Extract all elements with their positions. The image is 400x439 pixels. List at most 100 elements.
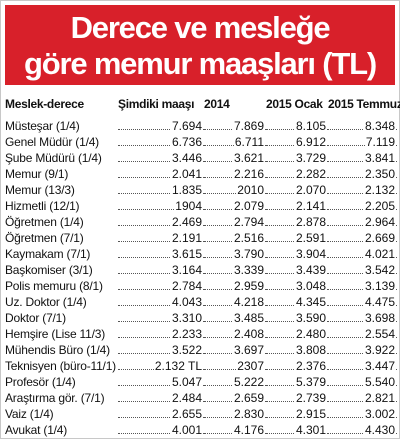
occupation-cell: Uz. Doktor (1/4) xyxy=(5,295,87,309)
table-row: Şube Müdürü (1/4) 3.446 3.621 3.729 3.841 xyxy=(5,150,397,166)
salary-value: 3.729 xyxy=(294,151,326,165)
current-salary-cell: 2.784 xyxy=(118,278,204,294)
salary-value: 4.301 xyxy=(294,423,326,437)
salary-2015-january-cell: 3.590 xyxy=(266,310,328,326)
header-2015-july: 2015 Temmuz xyxy=(328,97,400,111)
salary-value: 2.480 xyxy=(294,327,326,341)
salary-2014-cell: 5.222 xyxy=(204,374,266,390)
salary-value: 3.310 xyxy=(170,311,202,325)
table-row: Mühendis Büro (1/4) 3.522 3.697 3.808 3.922 xyxy=(5,342,397,358)
salary-2014-cell: 2.659 xyxy=(204,390,266,406)
salary-value: 4.345 xyxy=(294,295,326,309)
table-row: Hemşire (Lise 11/3) 2.233 2.408 2.480 2.554 xyxy=(5,326,397,342)
salary-value: 5.379 xyxy=(294,375,326,389)
salary-2014-cell: 2.216 xyxy=(204,166,266,182)
salary-2015-january-cell: 3.808 xyxy=(266,342,328,358)
salary-2015-january-cell: 3.904 xyxy=(266,246,328,262)
salary-value: 7.869 xyxy=(232,119,264,133)
current-salary-cell: 1.835 xyxy=(118,182,204,198)
current-salary-cell: 2.041 xyxy=(118,166,204,182)
salary-value: 2.132 TL xyxy=(153,359,202,373)
salary-2015-january-cell: 4.345 xyxy=(266,294,328,310)
salary-value: 2.376 xyxy=(294,359,326,373)
table-row: Doktor (7/1) 3.310 3.485 3.590 3.698 xyxy=(5,310,397,326)
salary-value: 3.697 xyxy=(232,343,264,357)
occupation-cell: Mühendis Büro (1/4) xyxy=(5,343,110,357)
salary-value: 8.348 xyxy=(363,119,395,133)
salary-value: 2.041 xyxy=(170,167,202,181)
salary-2015-january-cell: 2.739 xyxy=(266,390,328,406)
salary-value: 3.790 xyxy=(232,247,264,261)
salary-value: 3.139 xyxy=(363,279,395,293)
header-occupation: Meslek-derece xyxy=(5,97,84,111)
salary-value: 2.794 xyxy=(232,215,264,229)
current-salary-cell: 2.233 xyxy=(118,326,204,342)
table-row: Vaiz (1/4) 2.655 2.830 2.915 3.002 xyxy=(5,406,397,422)
salary-value: 4.475 xyxy=(363,295,395,309)
salary-2014-cell: 3.697 xyxy=(204,342,266,358)
salary-2014-cell: 4.176 xyxy=(204,422,266,438)
salary-value: 7.694 xyxy=(170,119,202,133)
header-2015-january: 2015 Ocak xyxy=(266,97,323,111)
salary-value: 2.350 xyxy=(363,167,395,181)
salary-value: 2.079 xyxy=(232,199,264,213)
salary-2015-january-cell: 3.729 xyxy=(266,150,328,166)
occupation-cell: Müsteşar (1/4) xyxy=(5,119,80,133)
current-salary-cell: 1904 xyxy=(118,198,204,214)
table-row: Uz. Doktor (1/4) 4.043 4.218 4.345 4.475 xyxy=(5,294,397,310)
salary-2015-january-cell: 2.480 xyxy=(266,326,328,342)
salary-value: 2.655 xyxy=(170,407,202,421)
salary-value: 2010 xyxy=(236,183,264,197)
current-salary-cell: 2.655 xyxy=(118,406,204,422)
current-salary-cell: 2.469 xyxy=(118,214,204,230)
table-row: Genel Müdür (1/4) 6.736 6.711 6.912 7.119 xyxy=(5,134,397,150)
title-line-2: göre memur maaşları (TL) xyxy=(24,46,377,81)
salary-value: 2.408 xyxy=(232,327,264,341)
salary-2015-july-cell: 3.922 xyxy=(328,342,397,358)
salary-value: 3.522 xyxy=(170,343,202,357)
occupation-cell: Avukat (1/4) xyxy=(5,423,68,437)
salary-2014-cell: 2010 xyxy=(204,182,266,198)
salary-value: 3.698 xyxy=(363,311,395,325)
salary-value: 3.164 xyxy=(170,263,202,277)
salary-2015-july-cell: 2.821 xyxy=(328,390,397,406)
occupation-cell: Kaymakam (7/1) xyxy=(5,247,91,261)
salary-2014-cell: 6.711 xyxy=(204,134,266,150)
occupation-cell: Öğretmen (1/4) xyxy=(5,215,84,229)
salary-value: 2.216 xyxy=(232,167,264,181)
salary-2015-july-cell: 8.348 xyxy=(328,118,397,134)
salary-value: 6.736 xyxy=(170,135,202,149)
salary-value: 2.282 xyxy=(294,167,326,181)
salary-value: 3.615 xyxy=(170,247,202,261)
salary-value: 2.516 xyxy=(232,231,264,245)
salary-2014-cell: 2307 xyxy=(204,358,266,374)
salary-value: 5.540 xyxy=(363,375,395,389)
salary-2015-january-cell: 2.915 xyxy=(266,406,328,422)
table-body: Müsteşar (1/4) 7.694 7.869 8.105 8.348 Genel … xyxy=(5,118,397,438)
salary-2015-january-cell: 3.048 xyxy=(266,278,328,294)
occupation-cell: Araştırma gör. (7/1) xyxy=(5,391,105,405)
salary-value: 2.784 xyxy=(170,279,202,293)
salary-value: 2.132 xyxy=(363,183,395,197)
table-row: Avukat (1/4) 4.001 4.176 4.301 4.430 xyxy=(5,422,397,438)
salary-2014-cell: 2.794 xyxy=(204,214,266,230)
header-current-salary: Şimdiki maaşı xyxy=(118,97,195,111)
salary-value: 3.485 xyxy=(232,311,264,325)
occupation-cell: Memur (9/1) xyxy=(5,167,69,181)
salary-value: 2.915 xyxy=(294,407,326,421)
current-salary-cell: 3.615 xyxy=(118,246,204,262)
salary-2015-july-cell: 5.540 xyxy=(328,374,397,390)
salary-value: 4.001 xyxy=(170,423,202,437)
salary-2015-july-cell: 4.475 xyxy=(328,294,397,310)
salary-2015-january-cell: 2.376 xyxy=(266,358,328,374)
salary-2015-july-cell: 3.841 xyxy=(328,150,397,166)
occupation-cell: Hizmetli (12/1) xyxy=(5,199,80,213)
occupation-cell: Hemşire (Lise 11/3) xyxy=(5,327,106,341)
current-salary-cell: 3.164 xyxy=(118,262,204,278)
table-row: Öğretmen (7/1) 2.191 2.516 2.591 2.669 xyxy=(5,230,397,246)
salary-value: 2307 xyxy=(236,359,264,373)
salary-value: 2.659 xyxy=(232,391,264,405)
salary-value: 8.105 xyxy=(294,119,326,133)
table-row: Kaymakam (7/1) 3.615 3.790 3.904 4.021 xyxy=(5,246,397,262)
